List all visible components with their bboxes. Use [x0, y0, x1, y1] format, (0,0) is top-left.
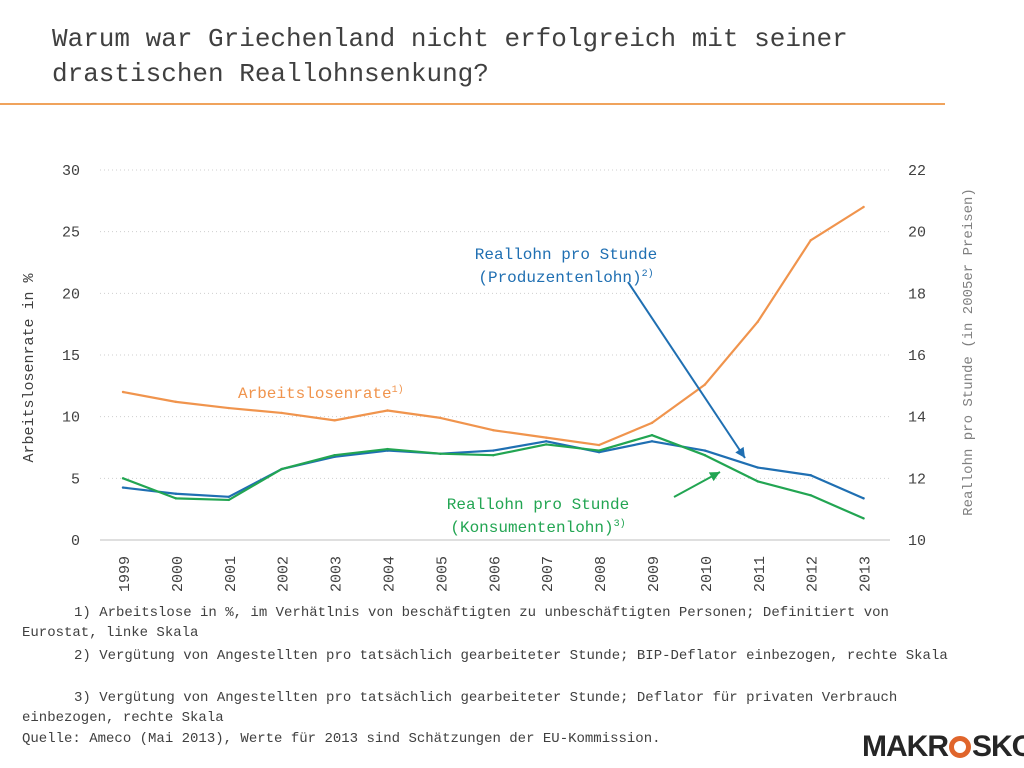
data-point: [227, 495, 230, 499]
y-left-tick-label: 15: [62, 348, 80, 365]
x-tick-label: 2003: [329, 556, 346, 592]
x-tick-label: 2007: [540, 556, 557, 592]
y-left-tick-label: 30: [62, 163, 80, 180]
y-right-tick-label: 16: [908, 348, 926, 365]
data-point: [492, 454, 495, 457]
y-left-tick-label: 20: [62, 286, 80, 303]
data-point: [280, 411, 283, 415]
data-point: [756, 480, 759, 483]
y-right-tick-label: 22: [908, 163, 926, 180]
y-left-tick-label: 25: [62, 225, 80, 242]
data-point: [174, 497, 178, 500]
data-point: [809, 494, 812, 497]
data-point: [756, 466, 759, 469]
footnote-3: 3) Vergütung von Angestellten pro tatsäc…: [22, 690, 898, 726]
x-tick-label: 2009: [646, 556, 663, 592]
x-tick-label: 2011: [752, 556, 769, 592]
y-right-tick-label: 18: [908, 286, 926, 303]
data-point: [545, 436, 548, 439]
data-point: [174, 400, 178, 404]
data-point: [650, 433, 654, 437]
x-tick-label: 2008: [593, 556, 610, 592]
data-point: [492, 449, 495, 452]
producer-wage-label-line2: (Produzentenlohn)2): [478, 268, 653, 287]
y-left-tick-label: 0: [71, 533, 80, 550]
y-right-tick-label: 20: [908, 225, 926, 242]
y-left-axis-title: Arbeitslosenrate in %: [21, 272, 38, 462]
data-point: [703, 383, 707, 386]
producer-wage-arrow: [627, 281, 746, 459]
data-point: [756, 320, 759, 323]
unemployment-series-label: Arbeitslosenrate1): [238, 384, 404, 403]
data-point: [439, 452, 442, 455]
y-right-axis-title: Reallohn pro Stunde (in 2005er Preisen): [961, 188, 977, 516]
data-point: [333, 419, 336, 422]
y-left-tick-label: 10: [62, 410, 80, 427]
consumer-wage-label-line1: Reallohn pro Stunde: [447, 496, 629, 514]
x-tick-label: 2013: [858, 556, 875, 592]
data-point: [227, 406, 230, 410]
producer-wage-label-line1: Reallohn pro Stunde: [475, 246, 657, 264]
data-point: [174, 492, 178, 495]
y-right-tick-label: 12: [908, 471, 926, 488]
data-point: [333, 454, 336, 457]
y-left-tick-label: 5: [71, 471, 80, 488]
x-tick-label: 2002: [276, 556, 293, 592]
x-tick-label: 2001: [223, 556, 240, 592]
data-point: [597, 443, 601, 447]
data-point: [703, 449, 707, 452]
data-point: [227, 498, 230, 502]
consumer-wage-arrow-head: [708, 472, 720, 482]
data-point: [809, 239, 812, 242]
data-point: [121, 390, 125, 394]
producer-wage-arrow-head: [735, 446, 745, 458]
line-chart: 0 5 10 15 20 25 30 10 12 14 16 18 20 22 1999 2000 2001 20…: [21, 163, 977, 592]
x-tick-label: 1999: [117, 556, 134, 592]
data-point: [121, 477, 125, 480]
x-tick-label: 2004: [382, 556, 399, 592]
data-point: [545, 440, 548, 443]
source-note: Quelle: Ameco (Mai 2013), Werte für 2013…: [22, 731, 661, 747]
x-tick-label: 2000: [170, 556, 187, 592]
slide-title: Warum war Griechenland nicht erfolgreich…: [52, 24, 848, 89]
y-right-tick-label: 14: [908, 410, 926, 427]
data-point: [650, 421, 654, 425]
x-tick-label: 2012: [805, 556, 822, 592]
x-tick-label: 2006: [487, 556, 504, 592]
data-point: [650, 440, 654, 443]
footnote-1: 1) Arbeitslose in %, im Verhätlnis von b…: [22, 605, 889, 641]
x-tick-label: 2005: [434, 556, 451, 592]
data-point: [386, 447, 389, 451]
logo-ring-icon: [949, 736, 971, 758]
consumer-wage-label-line2: (Konsumentenlohn)3): [450, 518, 625, 537]
unemployment-line: [122, 206, 865, 447]
data-point: [862, 497, 865, 500]
footnote-2: 2) Vergütung von Angestellten pro tatsäc…: [74, 648, 948, 664]
data-point: [862, 517, 865, 520]
data-point: [597, 449, 601, 452]
data-point: [545, 443, 548, 446]
data-point: [703, 454, 707, 457]
data-point: [280, 467, 283, 471]
data-point: [121, 486, 125, 489]
y-right-tick-label: 10: [908, 533, 926, 550]
makroskop-logo: MAKRSKOP: [862, 730, 1024, 763]
x-tick-label: 2010: [699, 556, 716, 592]
data-point: [492, 429, 495, 432]
data-point: [439, 416, 442, 420]
data-point: [809, 474, 812, 477]
data-point: [862, 205, 865, 209]
title-divider: [0, 103, 945, 105]
data-point: [386, 409, 389, 412]
